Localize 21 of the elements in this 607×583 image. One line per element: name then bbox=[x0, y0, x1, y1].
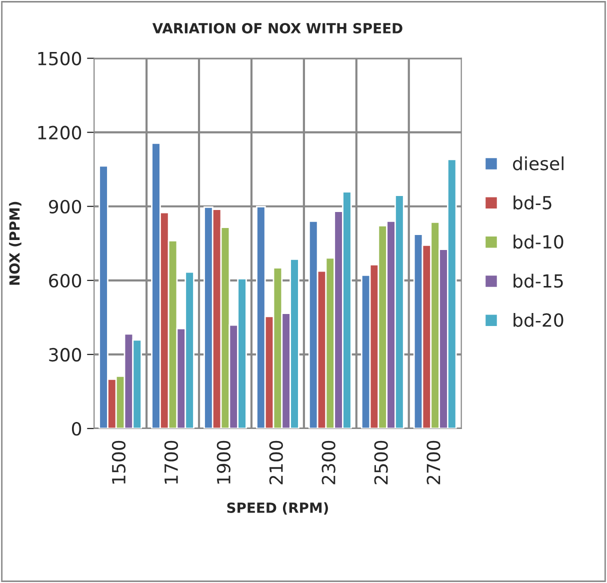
x-tick-label: 1700 bbox=[164, 440, 178, 484]
legend-label: bd-5 bbox=[514, 196, 552, 210]
y-tick-label: 900 bbox=[48, 200, 82, 214]
legend-label: bd-20 bbox=[514, 312, 564, 327]
x-tick-label: 2700 bbox=[426, 440, 440, 484]
x-tick-label: 2300 bbox=[322, 440, 336, 484]
x-tick-label: 2500 bbox=[374, 440, 388, 484]
x-tick-label: 1500 bbox=[112, 440, 126, 484]
y-tick-label: 300 bbox=[49, 348, 82, 362]
legend-label: bd-15 bbox=[514, 274, 563, 288]
legend-label: bd-10 bbox=[514, 234, 564, 249]
y-tick-label: 1200 bbox=[38, 126, 82, 140]
x-tick-label: 2100 bbox=[269, 440, 283, 484]
chart-title: VARIATION OF NOX WITH SPEED bbox=[152, 22, 402, 34]
x-axis-title: SPEED (RPM) bbox=[227, 502, 328, 515]
y-tick-label: 1500 bbox=[38, 52, 82, 66]
y-axis-title: NOX (PPM) bbox=[9, 202, 22, 285]
legend-label: diesel bbox=[512, 156, 564, 170]
y-tick-label: 600 bbox=[49, 274, 82, 288]
x-tick-label: 1900 bbox=[216, 440, 230, 484]
y-tick-label: 0 bbox=[72, 422, 82, 436]
